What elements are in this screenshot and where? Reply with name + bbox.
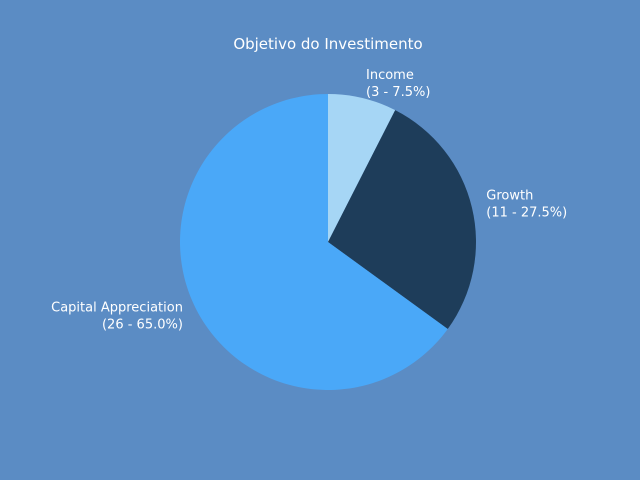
slice-label-capital-appreciation: Capital Appreciation (26 - 65.0%) xyxy=(51,300,183,332)
slice-label-name: Growth xyxy=(486,188,533,203)
pie-slice-growth xyxy=(328,110,476,329)
slice-label-value: (26 - 65.0%) xyxy=(102,317,183,332)
pie-slice-capital-appreciation xyxy=(179,94,448,391)
pie-slice-income xyxy=(328,94,396,242)
pie-slices xyxy=(179,94,476,391)
slice-label-name: Capital Appreciation xyxy=(51,300,183,315)
pie-labels: Income (3 - 7.5%) Growth (11 - 27.5%) Capita… xyxy=(51,68,567,332)
slice-label-value: (11 - 27.5%) xyxy=(486,205,567,220)
chart-title: Objetivo do Investimento xyxy=(233,35,422,53)
slice-label-value: (3 - 7.5%) xyxy=(366,85,430,100)
slice-label-growth: Growth (11 - 27.5%) xyxy=(486,188,567,220)
slice-label-name: Income xyxy=(366,68,414,83)
slice-label-income: Income (3 - 7.5%) xyxy=(366,68,430,100)
